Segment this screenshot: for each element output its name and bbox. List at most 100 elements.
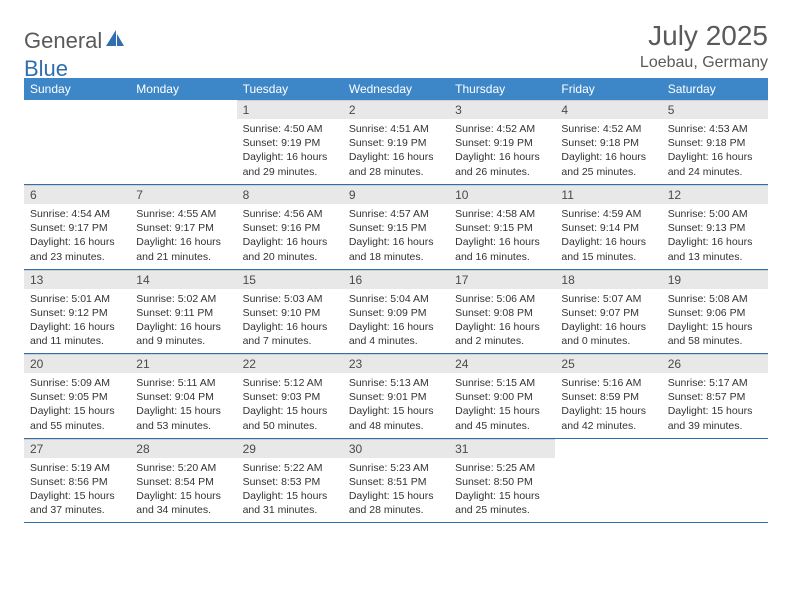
day-cell: 30Sunrise: 5:23 AMSunset: 8:51 PMDayligh… xyxy=(343,438,449,522)
day-cell: 31Sunrise: 5:25 AMSunset: 8:50 PMDayligh… xyxy=(449,438,555,522)
day-detail: Sunrise: 5:13 AMSunset: 9:01 PMDaylight:… xyxy=(343,373,449,437)
calendar-body: 1Sunrise: 4:50 AMSunset: 9:19 PMDaylight… xyxy=(24,100,768,523)
day-line: Sunrise: 5:02 AM xyxy=(136,292,230,306)
day-line: and 50 minutes. xyxy=(243,419,337,433)
day-line: Daylight: 15 hours xyxy=(455,404,549,418)
dow-row: SundayMondayTuesdayWednesdayThursdayFrid… xyxy=(24,78,768,100)
day-detail: Sunrise: 4:57 AMSunset: 9:15 PMDaylight:… xyxy=(343,204,449,268)
day-line: Sunset: 9:08 PM xyxy=(455,306,549,320)
dow-cell: Wednesday xyxy=(343,78,449,100)
day-detail: Sunrise: 4:51 AMSunset: 9:19 PMDaylight:… xyxy=(343,119,449,183)
day-line: Sunrise: 5:06 AM xyxy=(455,292,549,306)
day-number: 14 xyxy=(130,270,236,289)
day-line: Sunset: 9:01 PM xyxy=(349,390,443,404)
day-cell: 3Sunrise: 4:52 AMSunset: 9:19 PMDaylight… xyxy=(449,100,555,184)
day-detail: Sunrise: 5:12 AMSunset: 9:03 PMDaylight:… xyxy=(237,373,343,437)
day-line: Sunset: 9:03 PM xyxy=(243,390,337,404)
sail-icon xyxy=(104,28,126,48)
day-detail: Sunrise: 4:56 AMSunset: 9:16 PMDaylight:… xyxy=(237,204,343,268)
day-cell: 7Sunrise: 4:55 AMSunset: 9:17 PMDaylight… xyxy=(130,185,236,269)
day-number: 7 xyxy=(130,185,236,204)
day-line: Sunrise: 5:13 AM xyxy=(349,376,443,390)
day-line: Sunset: 9:13 PM xyxy=(668,221,762,235)
day-detail: Sunrise: 4:55 AMSunset: 9:17 PMDaylight:… xyxy=(130,204,236,268)
calendar-page: General July 2025 Loebau, Germany Blue S… xyxy=(0,0,792,543)
day-line: Sunrise: 5:20 AM xyxy=(136,461,230,475)
day-cell: 14Sunrise: 5:02 AMSunset: 9:11 PMDayligh… xyxy=(130,269,236,353)
day-cell: 2Sunrise: 4:51 AMSunset: 9:19 PMDaylight… xyxy=(343,100,449,184)
day-cell: 23Sunrise: 5:13 AMSunset: 9:01 PMDayligh… xyxy=(343,354,449,438)
day-cell xyxy=(24,100,130,184)
day-line: Sunset: 8:59 PM xyxy=(561,390,655,404)
day-cell: 16Sunrise: 5:04 AMSunset: 9:09 PMDayligh… xyxy=(343,269,449,353)
day-detail: Sunrise: 5:02 AMSunset: 9:11 PMDaylight:… xyxy=(130,289,236,353)
day-line: Sunrise: 5:09 AM xyxy=(30,376,124,390)
day-detail: Sunrise: 5:04 AMSunset: 9:09 PMDaylight:… xyxy=(343,289,449,353)
day-detail: Sunrise: 5:19 AMSunset: 8:56 PMDaylight:… xyxy=(24,458,130,522)
day-cell: 5Sunrise: 4:53 AMSunset: 9:18 PMDaylight… xyxy=(662,100,768,184)
day-number: 25 xyxy=(555,354,661,373)
day-cell: 17Sunrise: 5:06 AMSunset: 9:08 PMDayligh… xyxy=(449,269,555,353)
day-number: 19 xyxy=(662,270,768,289)
day-line: and 24 minutes. xyxy=(668,165,762,179)
day-line: Sunset: 9:06 PM xyxy=(668,306,762,320)
dow-cell: Tuesday xyxy=(237,78,343,100)
day-line: Daylight: 15 hours xyxy=(30,404,124,418)
day-line: Sunrise: 4:54 AM xyxy=(30,207,124,221)
day-line: Daylight: 16 hours xyxy=(349,320,443,334)
day-number: 6 xyxy=(24,185,130,204)
day-line: and 0 minutes. xyxy=(561,334,655,348)
day-cell xyxy=(130,100,236,184)
day-line: Daylight: 16 hours xyxy=(243,150,337,164)
week-row: 1Sunrise: 4:50 AMSunset: 9:19 PMDaylight… xyxy=(24,100,768,184)
day-line: and 42 minutes. xyxy=(561,419,655,433)
day-line: Daylight: 15 hours xyxy=(349,404,443,418)
day-line: Sunset: 9:16 PM xyxy=(243,221,337,235)
day-detail: Sunrise: 5:11 AMSunset: 9:04 PMDaylight:… xyxy=(130,373,236,437)
day-line: and 11 minutes. xyxy=(30,334,124,348)
day-line: and 48 minutes. xyxy=(349,419,443,433)
day-line: Daylight: 16 hours xyxy=(136,320,230,334)
day-line: Sunrise: 5:25 AM xyxy=(455,461,549,475)
day-detail: Sunrise: 5:16 AMSunset: 8:59 PMDaylight:… xyxy=(555,373,661,437)
day-line: Sunset: 9:00 PM xyxy=(455,390,549,404)
day-line: and 2 minutes. xyxy=(455,334,549,348)
day-line: Sunrise: 5:12 AM xyxy=(243,376,337,390)
day-detail: Sunrise: 5:06 AMSunset: 9:08 PMDaylight:… xyxy=(449,289,555,353)
day-number: 29 xyxy=(237,439,343,458)
day-number: 12 xyxy=(662,185,768,204)
day-line: Sunrise: 4:53 AM xyxy=(668,122,762,136)
day-detail: Sunrise: 5:00 AMSunset: 9:13 PMDaylight:… xyxy=(662,204,768,268)
day-detail: Sunrise: 5:01 AMSunset: 9:12 PMDaylight:… xyxy=(24,289,130,353)
day-detail: Sunrise: 5:15 AMSunset: 9:00 PMDaylight:… xyxy=(449,373,555,437)
day-cell: 24Sunrise: 5:15 AMSunset: 9:00 PMDayligh… xyxy=(449,354,555,438)
day-cell: 6Sunrise: 4:54 AMSunset: 9:17 PMDaylight… xyxy=(24,185,130,269)
day-line: Sunrise: 4:59 AM xyxy=(561,207,655,221)
day-number: 24 xyxy=(449,354,555,373)
day-number: 17 xyxy=(449,270,555,289)
day-line: Sunset: 9:18 PM xyxy=(668,136,762,150)
day-cell: 27Sunrise: 5:19 AMSunset: 8:56 PMDayligh… xyxy=(24,438,130,522)
day-line: Sunset: 8:51 PM xyxy=(349,475,443,489)
day-line: Daylight: 15 hours xyxy=(668,320,762,334)
day-cell: 29Sunrise: 5:22 AMSunset: 8:53 PMDayligh… xyxy=(237,438,343,522)
day-detail: Sunrise: 4:52 AMSunset: 9:19 PMDaylight:… xyxy=(449,119,555,183)
day-line: and 39 minutes. xyxy=(668,419,762,433)
day-line: Sunrise: 5:01 AM xyxy=(30,292,124,306)
day-number: 8 xyxy=(237,185,343,204)
day-line: Sunset: 9:15 PM xyxy=(455,221,549,235)
day-line: Daylight: 16 hours xyxy=(136,235,230,249)
day-cell: 25Sunrise: 5:16 AMSunset: 8:59 PMDayligh… xyxy=(555,354,661,438)
day-line: Sunrise: 5:08 AM xyxy=(668,292,762,306)
day-number: 20 xyxy=(24,354,130,373)
day-number: 10 xyxy=(449,185,555,204)
day-cell: 21Sunrise: 5:11 AMSunset: 9:04 PMDayligh… xyxy=(130,354,236,438)
day-line: Daylight: 16 hours xyxy=(668,235,762,249)
day-line: and 4 minutes. xyxy=(349,334,443,348)
day-line: and 15 minutes. xyxy=(561,250,655,264)
day-line: and 34 minutes. xyxy=(136,503,230,517)
day-line: Sunset: 9:19 PM xyxy=(455,136,549,150)
day-line: Daylight: 15 hours xyxy=(455,489,549,503)
day-line: Sunrise: 5:16 AM xyxy=(561,376,655,390)
day-line: Sunrise: 5:11 AM xyxy=(136,376,230,390)
